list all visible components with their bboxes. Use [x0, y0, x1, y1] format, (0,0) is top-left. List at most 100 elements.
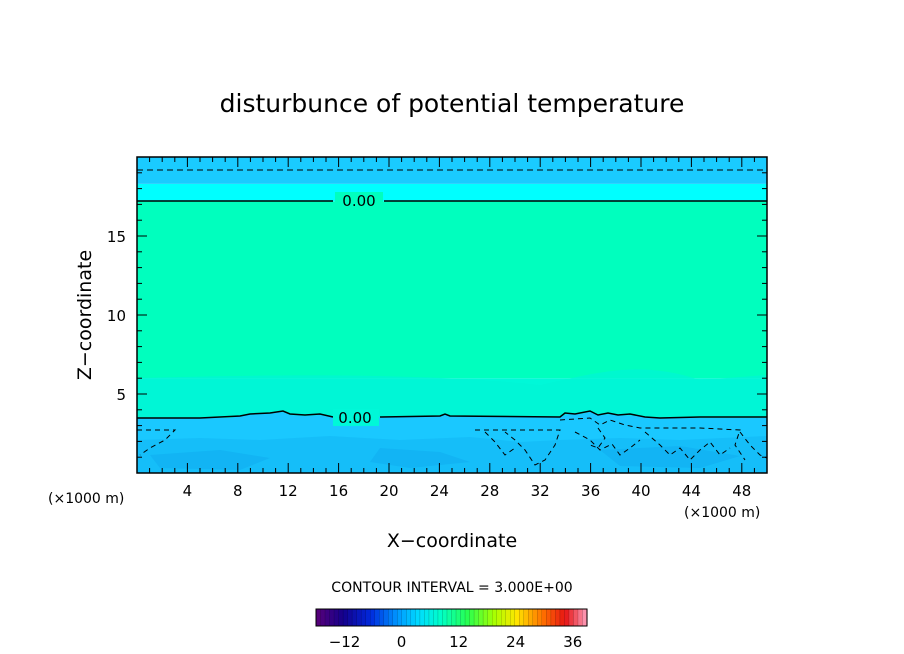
x-tick-label: 32	[531, 482, 550, 500]
colorbar-cell	[419, 609, 425, 626]
contour-line-zero-lower	[137, 410, 767, 419]
colorbar-cell	[550, 609, 556, 626]
colorbar-cell	[474, 609, 480, 626]
lower-layer-patch	[150, 450, 270, 470]
colorbar-cell	[437, 609, 444, 626]
colorbar-cell	[361, 609, 367, 626]
x-tick-label: 36	[581, 482, 600, 500]
x-tick-label: 40	[631, 482, 650, 500]
x-tick-label: 16	[329, 482, 348, 500]
colorbar-cell	[401, 609, 407, 626]
contour-label: 0.00	[342, 192, 375, 210]
colorbar-tick-label: 0	[397, 633, 407, 651]
colorbar-cell	[352, 609, 358, 626]
colorbar-tick-label: −12	[329, 633, 361, 651]
colorbar-cell	[388, 609, 394, 626]
colorbar-cell	[325, 609, 331, 626]
colorbar-cell	[370, 609, 376, 626]
colorbar-cell	[406, 609, 412, 626]
colorbar-cell	[410, 609, 416, 626]
colorbar-cell	[505, 609, 511, 626]
lower-layer-patch	[370, 448, 470, 468]
colorbar-cell	[510, 609, 516, 626]
colorbar-cell	[415, 609, 421, 626]
colorbar-cell	[356, 609, 362, 626]
colorbar-cell	[316, 609, 322, 626]
lower-layer-patch	[137, 436, 767, 473]
colorbar-cell	[555, 609, 561, 626]
colorbar-cell	[320, 609, 326, 626]
x-unit-right: (×1000 m)	[684, 505, 760, 521]
colorbar-cell	[582, 609, 588, 626]
x-unit-left: (×1000 m)	[48, 491, 124, 507]
colorbar-cell	[541, 609, 547, 626]
colorbar-cell	[514, 609, 520, 626]
x-axis-label: X−coordinate	[387, 530, 517, 552]
contour-label-bg	[335, 192, 383, 210]
x-tick-label: 20	[379, 482, 398, 500]
colorbar-cell	[483, 609, 489, 626]
heatmap-band	[137, 183, 767, 202]
colorbar-cell	[537, 609, 543, 626]
colorbar-cell	[329, 609, 335, 626]
colorbar-cell	[365, 609, 371, 626]
contour-label-bg	[333, 409, 379, 426]
colorbar-cell	[492, 609, 498, 626]
colorbar-cell	[397, 609, 403, 626]
y-axis-ticks: 5 10 15	[107, 172, 767, 458]
heatmap-band-variation	[137, 369, 767, 418]
colorbar-cell	[460, 609, 466, 626]
colorbar-cell	[501, 609, 507, 626]
colorbar-cell	[446, 609, 453, 626]
contour-label: 0.00	[338, 409, 371, 427]
contour-interval-text: CONTOUR INTERVAL = 3.000E+00	[331, 580, 572, 596]
colorbar-cell	[424, 609, 430, 626]
colorbar-cell	[347, 609, 353, 626]
colorbar-cell	[379, 609, 385, 626]
x-tick-label: 48	[732, 482, 751, 500]
lower-layer-patch	[600, 446, 740, 468]
chart-title: disturbunce of potential temperature	[220, 89, 685, 118]
colorbar-cell	[573, 609, 579, 626]
y-tick-label: 15	[107, 228, 126, 246]
colorbar-tick-label: 36	[563, 633, 582, 651]
colorbar-cell	[496, 609, 502, 626]
x-tick-label: 12	[279, 482, 298, 500]
colorbar-cell	[577, 609, 584, 626]
colorbar-cell	[532, 609, 538, 626]
colorbar-cell	[451, 609, 457, 626]
colorbar-cell	[456, 609, 462, 626]
colorbar-cell	[383, 609, 389, 626]
x-tick-label: 24	[430, 482, 449, 500]
colorbar-cell	[564, 609, 570, 626]
colorbar-cell	[465, 609, 471, 626]
colorbar-cell	[392, 609, 398, 626]
x-tick-label: 28	[480, 482, 499, 500]
colorbar-cell	[428, 609, 435, 626]
x-axis-ticks: 4 8 12 16 20 24 28 32 36 40 44 48	[149, 157, 755, 500]
colorbar-cell	[487, 609, 493, 626]
x-tick-label: 8	[233, 482, 243, 500]
colorbar-cell	[478, 609, 484, 626]
colorbar-frame	[315, 608, 588, 627]
colorbar-cell	[523, 609, 529, 626]
colorbar-tick-labels: −12 0 12 24 36	[329, 633, 583, 651]
x-tick-label: 44	[682, 482, 701, 500]
colorbar-cell	[528, 609, 534, 626]
colorbar-cell	[568, 609, 575, 626]
colorbar-cell	[519, 609, 525, 626]
colorbar-tick-label: 24	[506, 633, 525, 651]
dashed-negative-contours	[137, 417, 768, 466]
y-tick-label: 10	[107, 307, 126, 325]
colorbar-cell	[338, 609, 344, 626]
colorbar-cell	[334, 609, 340, 626]
colorbar-tick-label: 12	[449, 633, 468, 651]
y-axis-label: Z−coordinate	[74, 250, 96, 380]
colorbar-cell	[442, 609, 448, 626]
y-tick-label: 5	[116, 386, 126, 404]
colorbar-cell	[433, 609, 439, 626]
colorbar-cell	[546, 609, 552, 626]
x-tick-label: 4	[183, 482, 193, 500]
colorbar-cell	[343, 609, 349, 626]
